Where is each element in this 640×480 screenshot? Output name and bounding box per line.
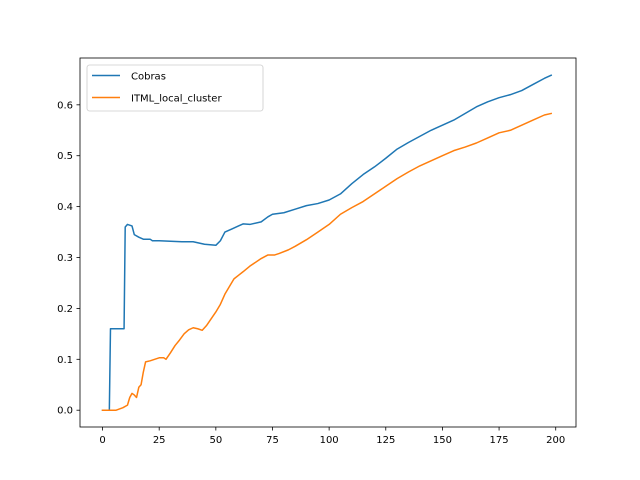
y-tick-label: 0.6 [57,100,73,111]
series-line-1 [101,74,553,411]
x-tick-label: 50 [209,435,222,446]
legend-box [86,64,264,112]
y-tick-label: 0.0 [57,406,73,417]
x-tick-label: 25 [153,435,166,446]
x-tick-label: 100 [320,435,339,446]
x-tick-label: 150 [433,435,452,446]
series-lines [101,74,553,411]
legend-label-1: Cobras [131,72,166,83]
series-line-2 [101,112,553,411]
x-tick-label: 75 [266,435,279,446]
y-tick-label: 0.5 [57,151,73,162]
x-tick-label: 175 [490,435,509,446]
legend-label-2: ITML_local_cluster [131,94,222,105]
y-tick-label: 0.4 [57,202,73,213]
y-tick-label: 0.2 [57,304,73,315]
legend: Cobras ITML_local_cluster [86,64,264,112]
x-tick-label: 125 [376,435,395,446]
x-tick-label: 0 [99,435,105,446]
y-tick-label: 0.1 [57,355,73,366]
axes: 0 25 50 75 100 125 150 175 200 0.0 0.1 0.2 0.3 0.4 0.5… [57,57,577,446]
x-tick-label: 200 [546,435,565,446]
plot-area [80,58,576,427]
axes-frame [79,57,577,428]
y-tick-label: 0.3 [57,253,73,264]
